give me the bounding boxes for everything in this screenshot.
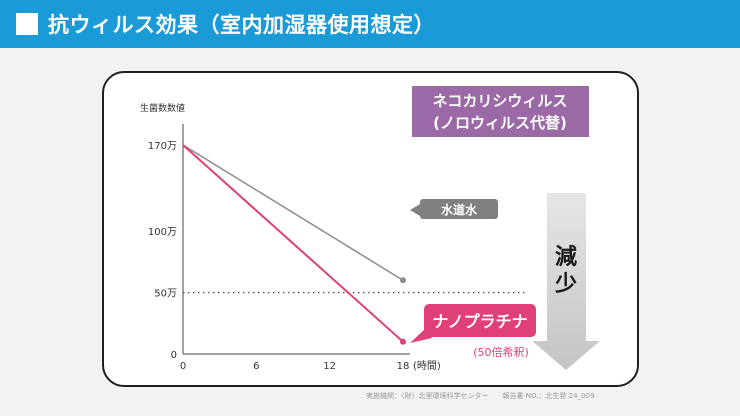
arrow-label-char-2: 少 xyxy=(554,272,577,297)
y-tick-label: 100万 xyxy=(148,227,177,238)
y-tick-label: 50万 xyxy=(154,289,177,300)
tapwater-label-box xyxy=(420,199,498,219)
decrease-arrow-icon xyxy=(532,193,600,370)
virus-name-line1: ネコカリシウィルス xyxy=(433,92,568,110)
series-line-tapwater xyxy=(182,144,404,281)
x-tick-label: 18 xyxy=(397,361,410,372)
page-title: 抗ウィルス効果（室内加湿器使用想定） xyxy=(48,13,435,37)
virus-name-line2: (ノロウィルス代替) xyxy=(433,114,567,132)
y-tick-label: 170万 xyxy=(148,141,177,152)
x-tick-label: 12 xyxy=(323,361,336,372)
x-tick-label: 6 xyxy=(253,361,259,372)
series-endpoint-tapwater xyxy=(400,277,406,284)
credit-text: 実施機関：（財）北里環境科学センター 報告書 NO.：北生発 24_009 xyxy=(366,392,595,400)
header-bar: 抗ウィルス効果（室内加湿器使用想定） xyxy=(0,0,740,48)
x-axis-unit: (時間) xyxy=(413,360,441,372)
y-axis-title: 生菌数数値 xyxy=(140,102,185,114)
series-line-nanoplatinum xyxy=(182,144,404,343)
x-tick-label: 0 xyxy=(180,361,186,372)
nanoplatinum-label-box xyxy=(424,304,536,337)
square-icon xyxy=(16,13,38,35)
tapwater-label: 水道水 xyxy=(441,202,478,217)
y-tick-label: 0 xyxy=(171,350,177,361)
nanoplatinum-label: ナノプラチナ xyxy=(432,312,527,331)
arrow-label-char-1: 減 xyxy=(555,245,577,270)
tapwater-label-pointer xyxy=(410,204,420,216)
nanoplatinum-note: (50倍希釈) xyxy=(473,345,529,359)
virus-name-box xyxy=(412,86,589,137)
series-endpoint-nanoplatinum xyxy=(400,338,406,345)
